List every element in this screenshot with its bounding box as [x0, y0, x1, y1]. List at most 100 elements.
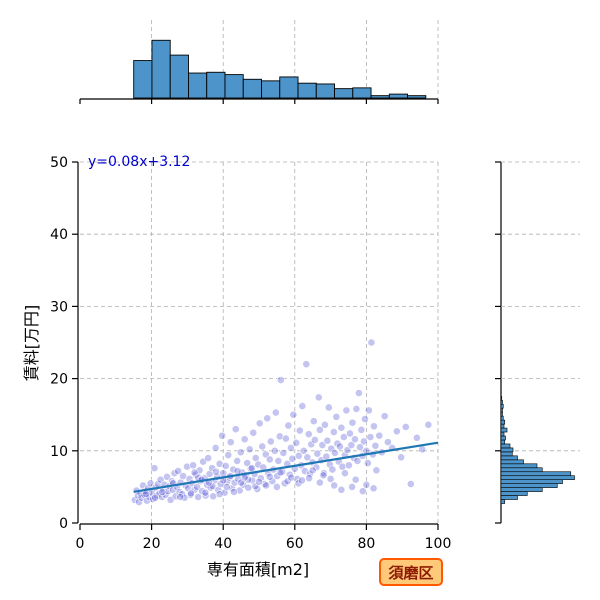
scatter-point: [351, 435, 359, 444]
scatter-point: [164, 487, 172, 496]
scatter-point: [240, 435, 249, 444]
scatter-point: [320, 420, 329, 429]
right-hist-bar: [500, 399, 503, 405]
scatter-point: [262, 481, 271, 490]
scatter-point: [214, 485, 223, 494]
right-hist-bar: [500, 403, 504, 409]
scatter-point: [287, 473, 296, 482]
scatter-point: [276, 376, 285, 384]
regression-line-group: [133, 441, 439, 493]
scatter-point: [256, 474, 265, 483]
right-hist-bar: [500, 487, 543, 492]
scatter-point: [190, 468, 199, 477]
scatter-point: [142, 490, 151, 499]
scatter-point: [220, 488, 229, 497]
right-hist-bar: [500, 407, 503, 413]
scatter-point: [338, 462, 347, 471]
scatter-point: [221, 462, 230, 470]
top-hist-bar: [297, 82, 317, 99]
top-hist-bar: [352, 87, 372, 99]
right-hist-bar: [500, 443, 511, 449]
scatter-point: [315, 425, 324, 434]
regression-equation: y=0.08x+3.12: [88, 154, 190, 170]
top-hist-bar: [242, 78, 262, 99]
scatter-point: [212, 467, 220, 476]
scatter-point: [284, 421, 293, 430]
scatter-point: [310, 436, 319, 444]
scatter-point: [380, 412, 389, 421]
scatter-point: [215, 459, 224, 468]
scatter-point: [258, 442, 267, 451]
right-hist-bar: [500, 499, 506, 504]
scatter-point: [357, 425, 366, 434]
right-hist-bar: [500, 459, 524, 465]
scatter-point: [372, 466, 381, 475]
scatter-point: [226, 438, 235, 447]
scatter-point: [222, 482, 231, 491]
x-tick-label-0: 0: [76, 536, 85, 552]
scatter-point: [332, 412, 341, 421]
scatter-point: [305, 474, 314, 483]
scatter-point: [193, 482, 201, 491]
scatter-point: [174, 467, 182, 475]
scatter-point: [336, 442, 344, 451]
scatter-point: [298, 476, 306, 485]
scatter-point: [274, 457, 283, 465]
right-hist-bar: [500, 495, 518, 500]
scatter-point: [183, 462, 191, 471]
scatter-point: [229, 465, 238, 474]
x-tick-label-5: 100: [425, 536, 452, 552]
scatter-point: [299, 446, 308, 455]
scatter-point: [348, 482, 356, 491]
scatter-point: [324, 403, 333, 412]
top-histogram: [79, 20, 439, 104]
scatter-point: [412, 433, 421, 442]
scatter-point: [255, 477, 263, 486]
regression-line: [133, 441, 439, 493]
right-hist-bar: [500, 423, 505, 429]
scatter-point: [201, 491, 210, 500]
scatter-point: [323, 436, 332, 445]
scatter-point: [309, 417, 318, 426]
top-hist-bar: [279, 76, 299, 99]
right-hist-bar: [500, 411, 503, 417]
right-hist-bar: [500, 475, 575, 480]
scatter-point: [351, 475, 360, 484]
scatter-point: [265, 472, 274, 481]
right-hist-bar: [500, 483, 558, 488]
right-hist-bar: [500, 419, 506, 425]
y-tick-label-5: 50: [50, 155, 68, 171]
scatter-point: [369, 484, 378, 493]
right-hist-bar: [500, 479, 563, 484]
scatter-point: [366, 433, 375, 441]
district-badge: 須磨区: [379, 558, 443, 586]
scatter-point: [329, 428, 338, 436]
y-tick-label-0: 0: [59, 516, 68, 532]
right-hist-bar: [500, 431, 505, 437]
x-tick-label-2: 40: [214, 536, 232, 552]
top-hist-bar: [224, 74, 244, 99]
scatter-point: [176, 493, 185, 501]
scatter-point: [231, 425, 240, 434]
x-tick-label-1: 20: [143, 536, 161, 552]
scatter-point: [275, 432, 284, 441]
scatter-point: [194, 493, 203, 501]
axes: 0 20 40 60 80 100 0 10 20 30 40 50: [50, 155, 451, 552]
scatter-point: [383, 438, 392, 447]
scatter-point: [209, 492, 218, 501]
scatter-point: [150, 464, 159, 473]
scatter-point: [330, 481, 339, 490]
scatter-point: [330, 449, 339, 457]
scatter-point: [397, 453, 406, 462]
scatter-point: [292, 438, 301, 447]
scatter-point: [268, 477, 277, 486]
scatter-point: [179, 472, 188, 480]
scatter-point: [151, 493, 160, 502]
scatter-point: [243, 459, 252, 467]
right-hist-bar: [500, 395, 503, 401]
scatter-point: [158, 488, 167, 496]
scatter-point: [356, 443, 364, 452]
right-hist-bar: [500, 415, 504, 421]
scatter-point: [235, 486, 244, 495]
